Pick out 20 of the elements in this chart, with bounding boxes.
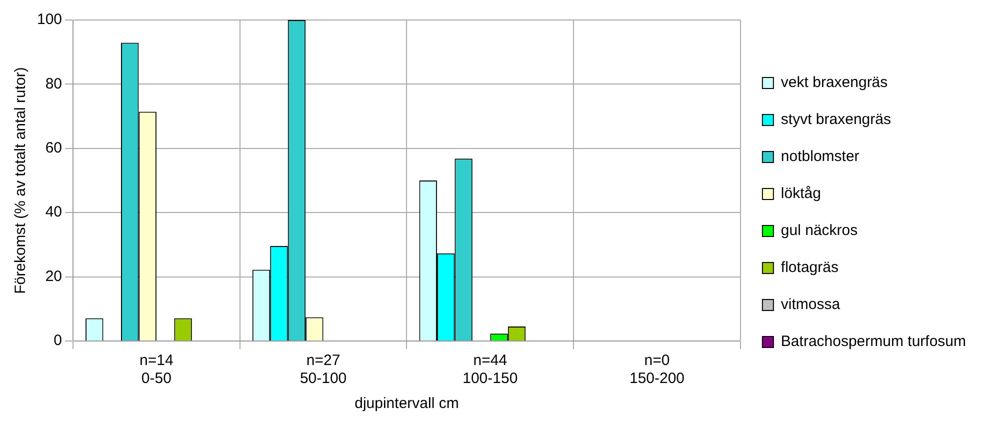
- legend-label: flotagräs: [780, 259, 838, 276]
- y-tick-label: 80: [45, 75, 62, 92]
- x-tick-label: n=44 100-150: [462, 352, 518, 388]
- y-tick-label: 60: [45, 140, 62, 157]
- legend-label: vitmossa: [780, 296, 841, 314]
- legend-label: gul näckros: [780, 222, 858, 240]
- x-axis-title: djupintervall cm: [354, 395, 459, 412]
- legend-label: vekt braxengräs: [780, 74, 888, 92]
- y-tick-label: 40: [45, 204, 62, 221]
- legend-label: löktåg: [780, 185, 821, 202]
- legend-label: Batrachospermum turfosum: [780, 333, 966, 350]
- legend-label: notblomster: [780, 148, 860, 166]
- y-tick-label: 0: [54, 332, 62, 350]
- y-axis-title: Förekomst (% av totalt antal rutor): [12, 67, 30, 294]
- y-tick-label: 100: [36, 11, 62, 28]
- x-tick-label: n=0 150-200: [629, 352, 685, 388]
- x-tick-label: n=14 0-50: [140, 352, 174, 388]
- y-tick-label: 20: [45, 268, 62, 285]
- legend-label: styvt braxengräs: [780, 111, 891, 128]
- x-tick-label: n=27 50-100: [300, 352, 347, 388]
